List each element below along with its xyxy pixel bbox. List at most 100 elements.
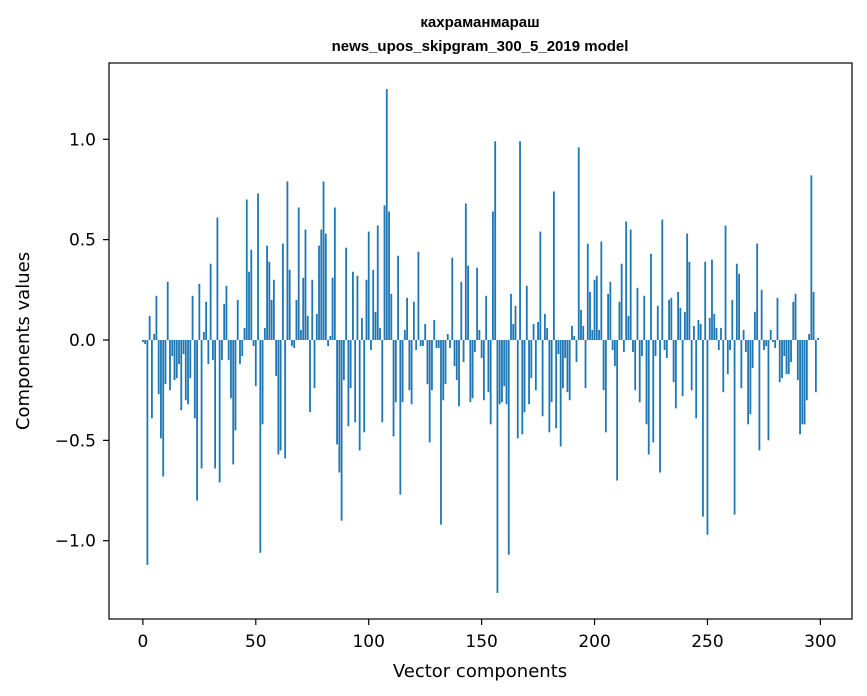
bar xyxy=(196,340,198,501)
bar xyxy=(153,333,156,340)
bar xyxy=(322,181,325,340)
bar xyxy=(252,340,255,347)
bar xyxy=(444,340,447,385)
bar xyxy=(812,291,815,340)
x-tick-label: 250 xyxy=(691,632,723,652)
bar xyxy=(225,285,228,340)
bar xyxy=(568,340,571,401)
bar xyxy=(801,340,804,425)
bar xyxy=(187,340,189,405)
bar xyxy=(602,340,605,391)
bar xyxy=(607,293,609,340)
bar xyxy=(577,147,580,340)
bar xyxy=(731,299,734,340)
bar xyxy=(214,340,217,469)
bar xyxy=(717,340,720,351)
bar xyxy=(796,340,799,381)
bar xyxy=(275,340,278,377)
bar xyxy=(751,340,754,369)
bar xyxy=(239,340,241,365)
bar xyxy=(254,340,257,387)
bar xyxy=(295,299,298,340)
bar xyxy=(162,340,165,477)
bar xyxy=(665,340,668,359)
bar xyxy=(388,211,390,340)
bar xyxy=(467,265,469,340)
bar xyxy=(352,271,354,340)
bar xyxy=(656,305,659,340)
bar xyxy=(740,340,743,389)
bar xyxy=(539,231,542,340)
bar xyxy=(440,340,442,525)
bar xyxy=(370,340,372,351)
bar xyxy=(232,340,235,465)
bar xyxy=(817,337,820,340)
bar xyxy=(808,333,810,340)
bar xyxy=(744,340,747,353)
bar xyxy=(160,340,162,439)
bar xyxy=(530,340,533,379)
bar xyxy=(634,340,637,391)
bar xyxy=(392,340,395,437)
bar xyxy=(643,295,646,340)
bar xyxy=(455,340,458,381)
bar xyxy=(618,301,621,340)
bar xyxy=(510,293,512,340)
bar xyxy=(243,327,246,340)
bar xyxy=(419,340,422,347)
bar xyxy=(647,340,650,455)
bar xyxy=(505,340,508,405)
bar xyxy=(598,329,600,340)
bar xyxy=(315,313,318,340)
bar xyxy=(257,193,259,340)
bar xyxy=(146,340,149,565)
bar xyxy=(708,317,711,340)
bar xyxy=(340,340,343,521)
bar xyxy=(810,175,813,340)
bar xyxy=(489,340,492,425)
bar xyxy=(706,340,709,535)
bar xyxy=(805,340,808,401)
bar xyxy=(765,340,768,347)
bar xyxy=(313,340,316,389)
bar xyxy=(760,289,763,340)
bar xyxy=(374,311,377,340)
bar xyxy=(503,340,506,387)
bar xyxy=(552,191,555,340)
bar xyxy=(342,340,345,381)
bar xyxy=(695,340,698,419)
bar xyxy=(148,315,151,340)
bar xyxy=(250,249,253,340)
bar xyxy=(173,340,176,381)
bar xyxy=(223,303,226,340)
bar xyxy=(627,315,630,340)
bar xyxy=(460,281,463,340)
bar xyxy=(338,340,341,473)
bar xyxy=(523,340,526,413)
bar xyxy=(498,340,501,405)
bar xyxy=(397,255,399,340)
bar xyxy=(367,231,370,340)
bar xyxy=(623,340,625,353)
bar xyxy=(632,340,634,353)
bar xyxy=(157,340,160,395)
bar xyxy=(347,340,350,427)
bar xyxy=(390,293,393,340)
bar xyxy=(403,329,406,340)
bar xyxy=(381,340,384,423)
bar xyxy=(261,340,264,425)
chart-subtitle: news_upos_skipgram_300_5_2019 model xyxy=(332,38,629,55)
bar xyxy=(609,281,612,340)
bar xyxy=(286,181,289,340)
bar xyxy=(611,340,614,351)
bar xyxy=(358,340,361,451)
bar xyxy=(408,340,411,391)
bar xyxy=(629,229,632,340)
bar xyxy=(318,245,320,340)
bar xyxy=(406,297,409,340)
bar xyxy=(268,261,271,340)
bar xyxy=(679,307,682,340)
bar xyxy=(236,299,239,340)
